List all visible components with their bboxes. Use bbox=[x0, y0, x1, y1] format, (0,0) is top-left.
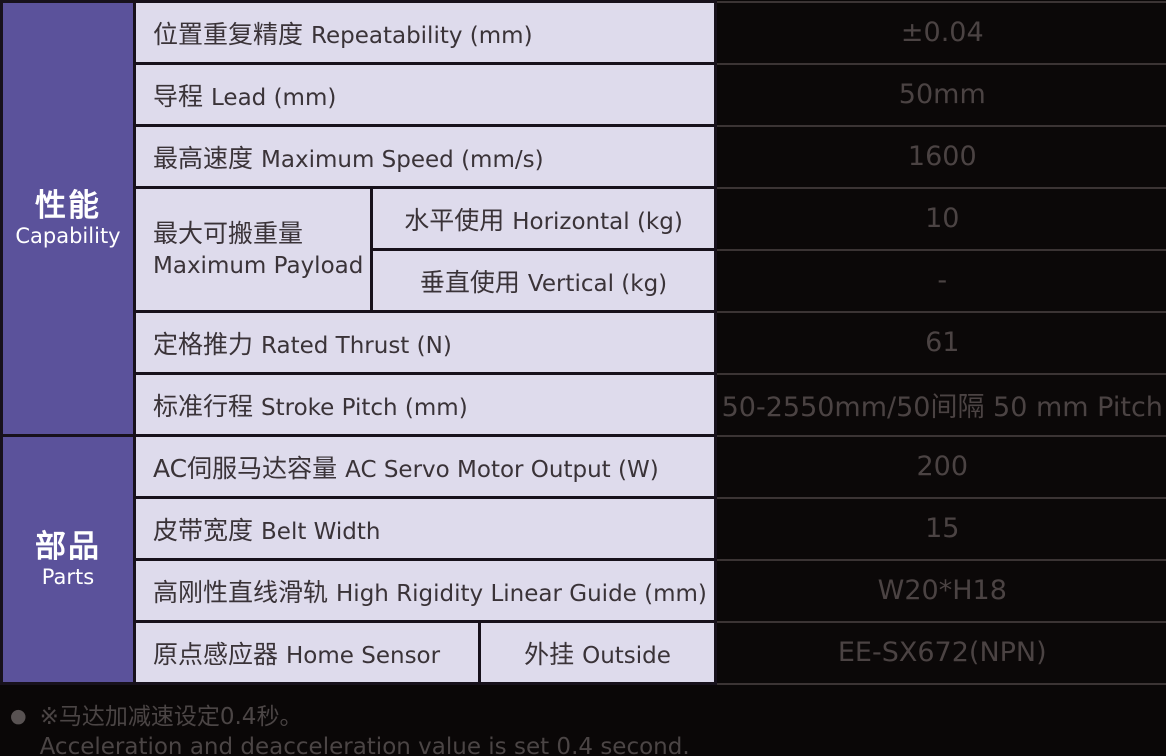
value-payload-vertical: - bbox=[714, 248, 1166, 313]
row-lead: 导程 Lead (mm) 50mm bbox=[2, 62, 1166, 127]
label-en: Maximum Payload bbox=[153, 252, 364, 279]
label-en: Horizontal (kg) bbox=[512, 208, 683, 235]
label-belt-width: 皮带宽度 Belt Width bbox=[132, 496, 718, 561]
value-stroke-pitch: 50-2550mm/50间隔 50 mm Pitch bbox=[714, 372, 1166, 437]
section-cell-parts: 部品 Parts bbox=[0, 434, 136, 685]
label-en: Lead (mm) bbox=[211, 84, 337, 111]
label-en: Belt Width bbox=[261, 518, 381, 545]
label-en: Outside bbox=[582, 642, 671, 669]
label-en: High Rigidity Linear Guide (mm) bbox=[336, 580, 707, 607]
label-zh: 外挂 bbox=[524, 639, 575, 669]
label-zh: 导程 bbox=[153, 81, 204, 111]
label-zh: 皮带宽度 bbox=[153, 515, 254, 545]
value-max-speed: 1600 bbox=[714, 124, 1166, 189]
row-repeatability: 性能 Capability 位置重复精度 Repeatability (mm) ±… bbox=[0, 0, 1166, 437]
footnote-line-en: Acceleration and deacceleration value is… bbox=[39, 734, 690, 756]
label-payload-vertical: 垂直使用 Vertical (kg) bbox=[369, 248, 718, 313]
label-en: AC Servo Motor Output (W) bbox=[345, 456, 659, 483]
label-home-sensor: 原点感应器 Home Sensor bbox=[133, 620, 481, 685]
footnote-text: ※马达加减速设定0.4秒。 Acceleration and deacceler… bbox=[40, 702, 690, 756]
label-zh: 垂直使用 bbox=[419, 267, 520, 297]
label-en: Stroke Pitch (mm) bbox=[261, 394, 468, 421]
label-zh: 原点感应器 bbox=[153, 639, 279, 669]
label-en: Vertical (kg) bbox=[527, 270, 668, 297]
value-repeatability: ±0.04 bbox=[714, 0, 1166, 65]
label-zh: 高刚性直线滑轨 bbox=[153, 577, 329, 607]
row-home-sensor: 原点感应器 Home Sensor 外挂 Outside EE-SX672(NPN) bbox=[2, 620, 1166, 685]
label-linear-guide: 高刚性直线滑轨 High Rigidity Linear Guide (mm) bbox=[132, 558, 718, 623]
row-linear-guide: 高刚性直线滑轨 High Rigidity Linear Guide (mm) W… bbox=[2, 558, 1166, 623]
bullet-icon: ● bbox=[10, 705, 27, 727]
footnote-line-zh: ※马达加减速设定0.4秒。 bbox=[39, 704, 303, 730]
label-rated-thrust: 定格推力 Rated Thrust (N) bbox=[132, 310, 718, 375]
section-parts-en: Parts bbox=[41, 565, 95, 589]
label-en: Maximum Speed (mm/s) bbox=[261, 146, 544, 173]
label-en: Home Sensor bbox=[286, 642, 441, 669]
label-zh: 水平使用 bbox=[404, 205, 505, 235]
row-belt-width: 皮带宽度 Belt Width 15 bbox=[2, 496, 1166, 561]
spec-table: 性能 Capability 位置重复精度 Repeatability (mm) ±… bbox=[0, 0, 1166, 685]
label-zh: 最大可搬重量 bbox=[153, 219, 304, 249]
label-payload-horizontal: 水平使用 Horizontal (kg) bbox=[369, 186, 718, 251]
label-en: Repeatability (mm) bbox=[311, 22, 533, 49]
value-linear-guide: W20*H18 bbox=[714, 558, 1166, 623]
value-home-sensor: EE-SX672(NPN) bbox=[714, 620, 1166, 685]
label-payload: 最大可搬重量 Maximum Payload bbox=[133, 186, 373, 313]
label-servo-output: AC伺服马达容量 AC Servo Motor Output (W) bbox=[132, 434, 718, 499]
label-stroke-pitch: 标准行程 Stroke Pitch (mm) bbox=[132, 372, 718, 437]
section-cell-capability: 性能 Capability bbox=[0, 0, 136, 437]
label-en: Rated Thrust (N) bbox=[261, 332, 452, 359]
label-zh: 标准行程 bbox=[153, 391, 254, 421]
section-capability-en: Capability bbox=[15, 224, 121, 248]
value-servo-output: 200 bbox=[714, 434, 1166, 499]
value-lead: 50mm bbox=[714, 62, 1166, 127]
section-capability-zh: 性能 bbox=[35, 187, 101, 224]
label-max-speed: 最高速度 Maximum Speed (mm/s) bbox=[132, 124, 718, 189]
label-zh: 定格推力 bbox=[153, 329, 254, 359]
value-belt-width: 15 bbox=[714, 496, 1166, 561]
footnote: ● ※马达加减速设定0.4秒。 Acceleration and deaccel… bbox=[10, 702, 1166, 756]
row-max-speed: 最高速度 Maximum Speed (mm/s) 1600 bbox=[2, 124, 1166, 189]
label-repeatability: 位置重复精度 Repeatability (mm) bbox=[132, 0, 718, 65]
label-zh: AC伺服马达容量 bbox=[153, 453, 338, 483]
row-stroke-pitch: 标准行程 Stroke Pitch (mm) 50-2550mm/50间隔 50 … bbox=[2, 372, 1166, 437]
label-home-sensor-outside: 外挂 Outside bbox=[477, 620, 718, 685]
row-rated-thrust: 定格推力 Rated Thrust (N) 61 bbox=[2, 310, 1166, 375]
value-payload-horizontal: 10 bbox=[714, 186, 1166, 251]
section-parts-zh: 部品 bbox=[35, 528, 101, 565]
label-zh: 位置重复精度 bbox=[153, 19, 304, 49]
label-lead: 导程 Lead (mm) bbox=[132, 62, 718, 127]
row-payload-horizontal: 最大可搬重量 Maximum Payload 水平使用 Horizontal (kg… bbox=[2, 186, 1166, 313]
row-servo-output: 部品 Parts AC伺服马达容量 AC Servo Motor Output (… bbox=[0, 434, 1166, 685]
row-payload-vertical: 垂直使用 Vertical (kg) - bbox=[2, 248, 1166, 313]
label-zh: 最高速度 bbox=[153, 143, 254, 173]
value-rated-thrust: 61 bbox=[714, 310, 1166, 375]
